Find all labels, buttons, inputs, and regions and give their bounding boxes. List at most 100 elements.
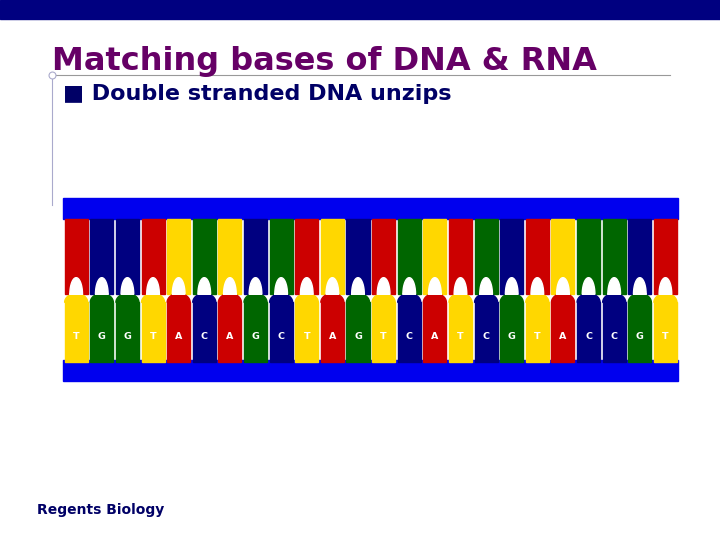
Polygon shape (629, 293, 652, 302)
Bar (397, 219, 420, 294)
Bar (372, 302, 395, 362)
Bar (167, 302, 190, 362)
Text: C: C (201, 332, 208, 341)
Text: T: T (150, 332, 156, 341)
Bar (116, 302, 139, 362)
Bar (603, 302, 626, 362)
Bar (500, 219, 523, 294)
Text: G: G (508, 332, 516, 341)
Polygon shape (172, 278, 185, 294)
Text: G: G (251, 332, 259, 341)
Bar (295, 219, 318, 294)
Bar (654, 219, 677, 294)
Polygon shape (654, 293, 677, 302)
Polygon shape (397, 293, 420, 302)
Bar (65, 219, 88, 294)
Polygon shape (218, 293, 241, 302)
Text: G: G (123, 332, 131, 341)
Bar (116, 219, 139, 294)
Text: T: T (534, 332, 541, 341)
Text: C: C (278, 332, 284, 341)
Polygon shape (275, 278, 287, 294)
Bar (0, 0, 720, 19)
Polygon shape (147, 278, 159, 294)
Text: Regents Biology: Regents Biology (37, 503, 165, 517)
Polygon shape (552, 293, 575, 302)
Text: T: T (662, 332, 669, 341)
Polygon shape (142, 293, 165, 302)
Bar (654, 302, 677, 362)
Text: C: C (585, 332, 592, 341)
Bar (142, 302, 165, 362)
Polygon shape (193, 293, 216, 302)
Polygon shape (474, 293, 498, 302)
Polygon shape (659, 278, 672, 294)
Polygon shape (70, 278, 83, 294)
Polygon shape (300, 278, 313, 294)
Polygon shape (90, 293, 113, 302)
Polygon shape (65, 293, 88, 302)
Polygon shape (454, 278, 467, 294)
Text: C: C (406, 332, 413, 341)
Bar (269, 302, 292, 362)
Polygon shape (269, 293, 292, 302)
Bar (269, 219, 292, 294)
Bar (629, 302, 652, 362)
Bar (63, 198, 678, 219)
Polygon shape (403, 278, 415, 294)
Bar (244, 219, 267, 294)
Bar (449, 219, 472, 294)
Polygon shape (295, 293, 318, 302)
Polygon shape (557, 278, 570, 294)
Bar (423, 302, 446, 362)
Bar (90, 219, 113, 294)
Bar (90, 302, 113, 362)
Polygon shape (321, 293, 344, 302)
Bar (372, 219, 395, 294)
Bar (321, 219, 344, 294)
Bar (63, 360, 678, 381)
Text: ■ Double stranded DNA unzips: ■ Double stranded DNA unzips (63, 84, 452, 104)
Polygon shape (428, 278, 441, 294)
Text: Matching bases of DNA & RNA: Matching bases of DNA & RNA (52, 46, 597, 77)
Text: G: G (636, 332, 644, 341)
Polygon shape (603, 293, 626, 302)
Polygon shape (244, 293, 267, 302)
Bar (500, 302, 523, 362)
Bar (346, 302, 369, 362)
Bar (321, 302, 344, 362)
Bar (577, 302, 600, 362)
Bar (526, 219, 549, 294)
Bar (218, 302, 241, 362)
Text: G: G (98, 332, 106, 341)
Polygon shape (608, 278, 621, 294)
Bar (526, 302, 549, 362)
Bar (167, 219, 190, 294)
Bar (346, 219, 369, 294)
Bar (449, 302, 472, 362)
Polygon shape (505, 278, 518, 294)
Polygon shape (326, 278, 338, 294)
Polygon shape (526, 293, 549, 302)
Bar (142, 219, 165, 294)
Text: G: G (354, 332, 362, 341)
Text: T: T (73, 332, 79, 341)
Text: T: T (380, 332, 387, 341)
Polygon shape (531, 278, 544, 294)
Bar (397, 302, 420, 362)
Polygon shape (577, 293, 600, 302)
Polygon shape (582, 278, 595, 294)
Polygon shape (198, 278, 211, 294)
Polygon shape (116, 293, 139, 302)
Text: C: C (482, 332, 490, 341)
Bar (577, 219, 600, 294)
Bar (552, 219, 575, 294)
Text: T: T (457, 332, 464, 341)
Polygon shape (121, 278, 134, 294)
Polygon shape (223, 278, 236, 294)
Text: C: C (611, 332, 618, 341)
Polygon shape (372, 293, 395, 302)
Bar (603, 219, 626, 294)
Polygon shape (96, 278, 108, 294)
Bar (244, 302, 267, 362)
